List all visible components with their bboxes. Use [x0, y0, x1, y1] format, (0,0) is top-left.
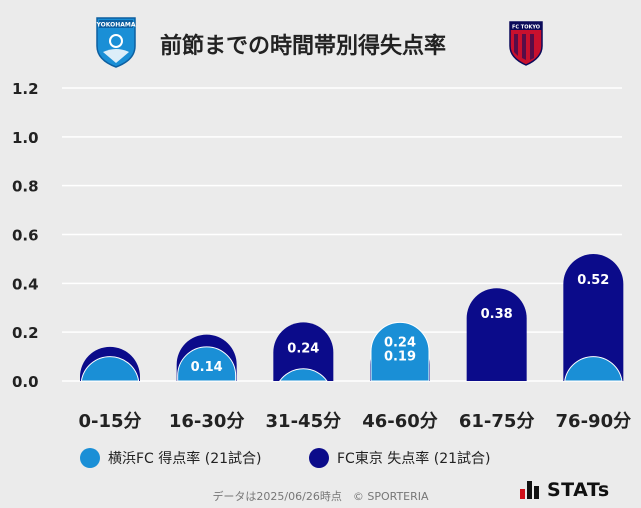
footer-note: データは2025/06/26時点 © SPORTERIA [212, 490, 429, 503]
header: YOKOHAMA 前節までの時間帯別得失点率 FC TOKYO [0, 0, 641, 72]
data-label-away: 0.52 [577, 273, 609, 288]
bar-home [177, 346, 237, 382]
y-tick-label: 0.6 [12, 227, 39, 245]
stats-logo-icon [520, 481, 539, 499]
stats-brand: STATs [520, 479, 610, 501]
legend: 横浜FC 得点率 (21試合) FC東京 失点率 (21試合) [0, 448, 641, 472]
y-tick-label: 0.0 [12, 373, 39, 391]
data-label-away: 0.19 [384, 350, 416, 365]
data-label-away: 0.38 [481, 307, 513, 322]
x-tick-label: 46-60分 [362, 411, 438, 432]
legend-label-away: FC東京 失点率 (21試合) [337, 451, 491, 467]
yokohama-fc-crest-icon: YOKOHAMA [96, 17, 136, 68]
legend-swatch-away [309, 448, 329, 468]
bar-away [466, 288, 527, 381]
y-tick-label: 1.0 [12, 129, 39, 147]
away-team-logo: FC TOKYO [508, 16, 544, 70]
y-tick-label: 0.2 [12, 324, 39, 342]
page-title: 前節までの時間帯別得失点率 [160, 34, 447, 59]
x-tick-label: 61-75分 [459, 411, 535, 432]
chart: 0.0 0.2 0.4 0.6 0.8 1.0 1.2 0-15分 0.14 16-30分 0.24… [12, 80, 632, 432]
legend-item-away: FC東京 失点率 (21試合) [309, 448, 490, 468]
fc-tokyo-crest-icon: FC TOKYO [509, 21, 543, 66]
bar-away [563, 254, 624, 381]
stats-brand-text: STATs [547, 479, 610, 501]
data-label-away: 0.24 [287, 341, 319, 356]
y-tick-label: 0.4 [12, 275, 39, 293]
home-team-logo: YOKOHAMA [95, 16, 137, 72]
bar-home [564, 356, 623, 382]
data-label-home: 0.24 [384, 335, 416, 350]
y-tick-label: 0.8 [12, 178, 39, 196]
legend-swatch-home [80, 448, 100, 468]
y-tick-label: 1.2 [12, 80, 39, 98]
bar-home [80, 356, 140, 382]
home-logo-label: YOKOHAMA [96, 22, 136, 29]
x-tick-label: 31-45分 [266, 411, 342, 432]
data-label-home: 0.14 [191, 360, 223, 375]
bar-away [273, 322, 334, 381]
bar-home [370, 321, 430, 382]
bar-home [278, 368, 328, 382]
away-logo-label: FC TOKYO [512, 25, 540, 31]
legend-item-home: 横浜FC 得点率 (21試合) [80, 448, 261, 468]
legend-label-home: 横浜FC 得点率 (21試合) [108, 451, 262, 467]
x-tick-label: 16-30分 [169, 411, 245, 432]
x-tick-label: 76-90分 [556, 411, 632, 432]
x-tick-label: 0-15分 [78, 411, 141, 432]
